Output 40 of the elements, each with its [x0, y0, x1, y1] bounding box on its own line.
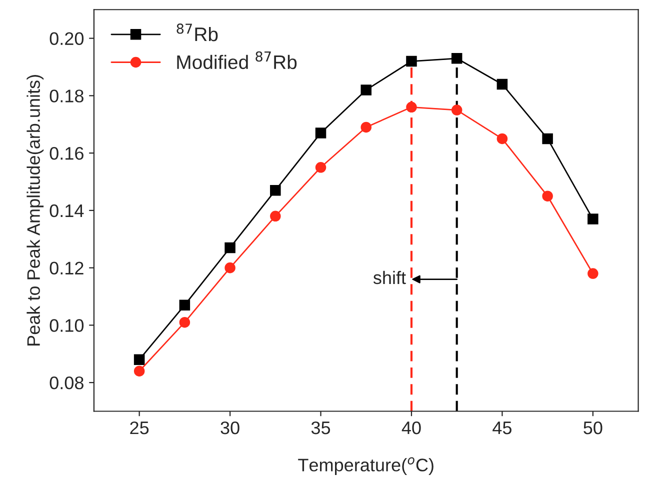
y-tick-label: 0.14: [50, 204, 84, 218]
x-axis-title: Temperature($^{o}$C): [298, 457, 434, 475]
y-tick-label: 0.18: [50, 90, 84, 102]
y-tick-label: 0.12: [50, 262, 84, 275]
point: [315, 162, 326, 173]
x-tick-label: 30: [220, 421, 240, 434]
point: [224, 262, 236, 274]
legend-label: $^{87}$Rb: [176, 24, 218, 42]
point: [496, 78, 508, 90]
point: [496, 133, 508, 144]
point: [134, 354, 145, 365]
point: [542, 133, 553, 144]
x-tick-label: 45: [492, 422, 512, 434]
point: [315, 128, 326, 138]
point: [542, 190, 553, 202]
point: [406, 56, 417, 67]
point: [451, 53, 462, 64]
legend-label: Modified $^{87}$Rb: [177, 51, 297, 70]
point: [270, 184, 281, 196]
y-tick-label: 0.16: [50, 146, 84, 160]
point: [588, 268, 598, 279]
point: [179, 316, 190, 328]
point: [360, 84, 372, 96]
x-tick-label: 35: [311, 421, 330, 434]
point: [179, 300, 190, 310]
point: [451, 104, 462, 116]
y-tick-label: 0.08: [50, 376, 84, 390]
point: [588, 214, 598, 224]
point: [406, 102, 417, 113]
annotation: shift: [373, 270, 406, 284]
y-tick-label: 0.10: [50, 319, 84, 332]
x-tick-label: 50: [584, 421, 602, 434]
point: [224, 242, 236, 254]
point: [134, 366, 145, 376]
x-tick-label: 40: [402, 421, 421, 434]
y-tick-label: 0.20: [50, 32, 84, 46]
point: [360, 122, 372, 133]
point: [270, 210, 281, 222]
x-tick-label: 25: [130, 421, 149, 434]
y-axis-title: Peak to Peak Amplitude(arb.units): [26, 75, 44, 346]
